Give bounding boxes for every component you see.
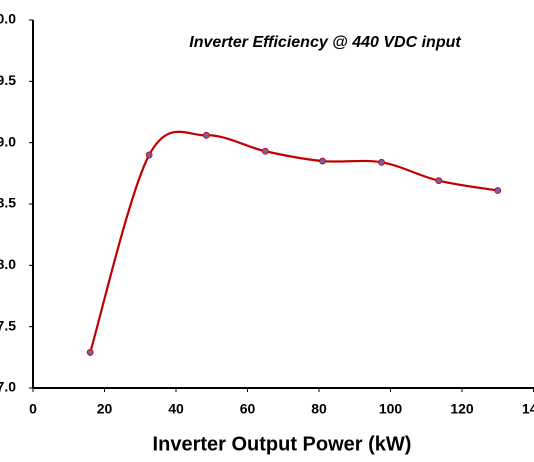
x-tick-label: 80: [311, 401, 327, 417]
y-tick-label: 99.0: [0, 133, 16, 149]
x-tick-label: 20: [97, 401, 113, 417]
data-point: [145, 151, 153, 159]
y-tick-label: 99.5: [0, 72, 16, 88]
data-point: [494, 187, 502, 194]
x-tick-label: 60: [240, 401, 256, 417]
x-axis-title: Inverter Output Power (kW): [153, 433, 412, 455]
y-tick-label: 98.5: [0, 195, 16, 211]
x-tick-label: 120: [450, 401, 474, 417]
chart-annotation: Inverter Efficiency @ 440 VDC input: [189, 34, 461, 51]
y-tick-label: 97.5: [0, 317, 16, 333]
y-tick-label: 97.0: [0, 379, 16, 395]
x-tick-label: 40: [168, 401, 184, 417]
line-series: [89, 130, 498, 353]
data-point: [261, 147, 269, 155]
data-point: [202, 131, 210, 139]
data-point: [319, 157, 326, 165]
x-tick-label: 140: [522, 401, 534, 417]
data-point: [435, 177, 443, 185]
y-tick-label: 100.0: [0, 11, 16, 27]
x-tick-label: 100: [379, 401, 403, 417]
y-tick-label: 98.0: [0, 256, 16, 272]
x-tick-label: 0: [29, 401, 37, 417]
data-point: [378, 158, 385, 166]
data-point: [86, 349, 94, 356]
